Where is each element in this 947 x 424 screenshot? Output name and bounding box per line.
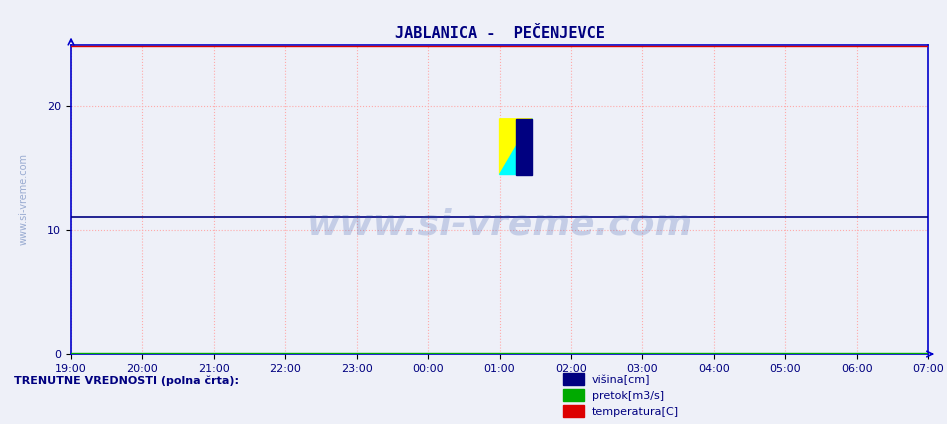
Text: www.si-vreme.com: www.si-vreme.com xyxy=(19,153,29,245)
Polygon shape xyxy=(500,119,532,175)
Polygon shape xyxy=(516,119,532,175)
Polygon shape xyxy=(500,119,532,175)
Title: JABLANICA -  PEČENJEVCE: JABLANICA - PEČENJEVCE xyxy=(395,25,604,41)
Text: višina[cm]: višina[cm] xyxy=(592,374,651,385)
Text: pretok[m3/s]: pretok[m3/s] xyxy=(592,391,664,401)
Text: www.si-vreme.com: www.si-vreme.com xyxy=(307,207,692,241)
Text: temperatura[C]: temperatura[C] xyxy=(592,407,679,417)
Text: TRENUTNE VREDNOSTI (polna črta):: TRENUTNE VREDNOSTI (polna črta): xyxy=(14,375,240,386)
